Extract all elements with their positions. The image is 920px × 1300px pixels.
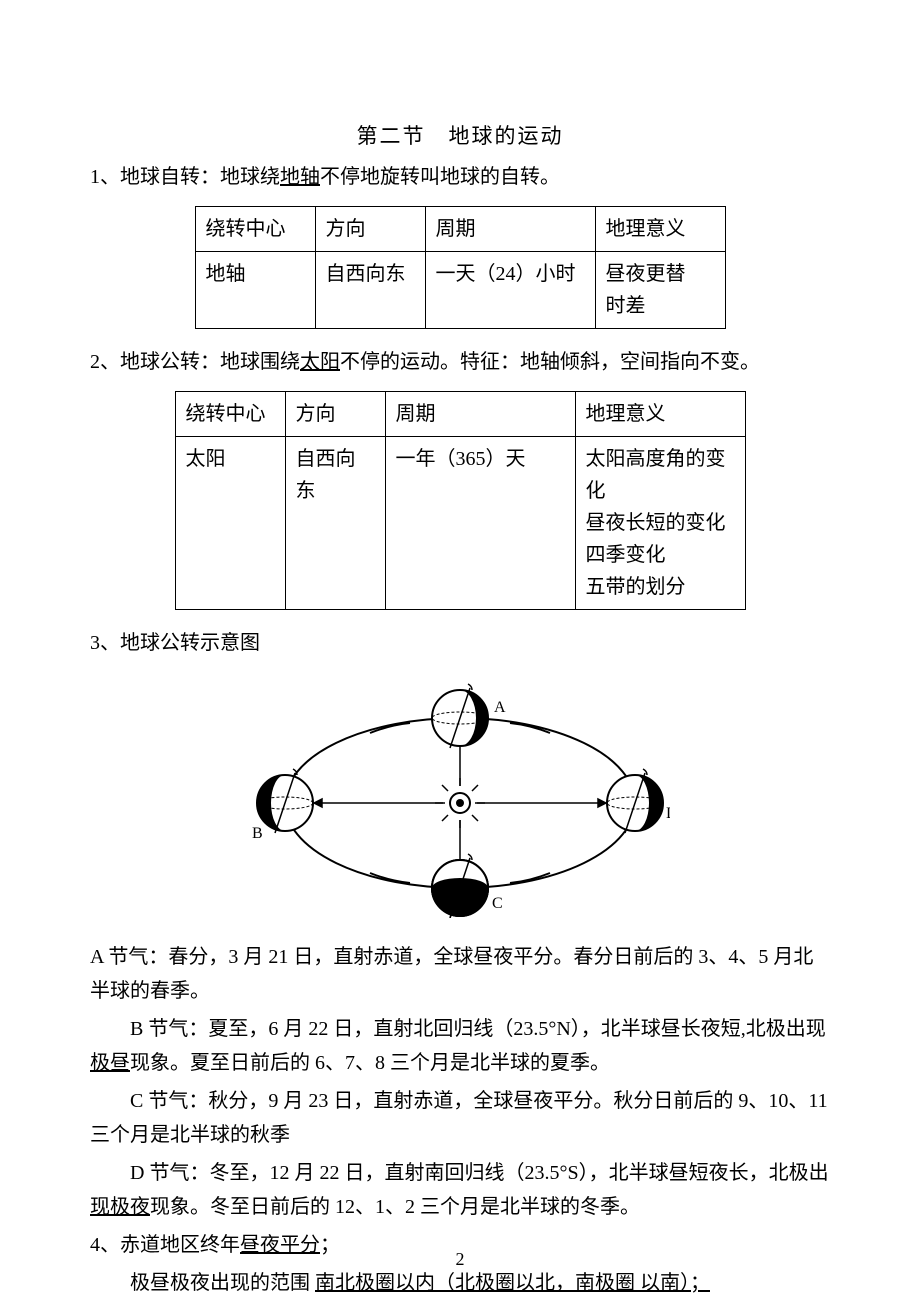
label-c: C (492, 895, 503, 912)
page-number: 2 (0, 1249, 920, 1270)
td-direction: 自西向东 (285, 437, 385, 610)
p2-rest: 不停的运动。特征：地轴倾斜，空间指向不变。 (340, 351, 760, 373)
p4b-u1: 南北极圈以内（北极圈以北，南极圈 以南）； (315, 1272, 710, 1294)
p4b-l1: 极昼极夜出现的范围 (130, 1272, 315, 1294)
td-center: 地轴 (195, 252, 315, 329)
th-meaning: 地理意义 (575, 392, 745, 437)
revolution-table: 绕转中心 方向 周期 地理意义 太阳 自西向东 一年（365）天 太阳高度角的变… (175, 391, 746, 610)
p1-rest: 不停地旋转叫地球的自转。 (320, 166, 560, 188)
sd-l1: D 节气：冬至，12 月 22 日，直射南回归线（23.5°S），北半球昼短夜长… (130, 1162, 829, 1184)
label-a: A (494, 699, 506, 716)
p1-text: 地球自转：地球绕 (120, 166, 280, 188)
p2-underline: 太阳 (300, 351, 340, 373)
th-period: 周期 (385, 392, 575, 437)
th-meaning: 地理意义 (595, 207, 725, 252)
td-meaning: 太阳高度角的变化 昼夜长短的变化 四季变化 五带的划分 (575, 437, 745, 610)
paragraph-4b: 极昼极夜出现的范围 南北极圈以内（北极圈以北，南极圈 以南）； (90, 1266, 830, 1300)
p1-num: 1、 (90, 166, 120, 188)
table-row: 绕转中心 方向 周期 地理意义 (195, 207, 725, 252)
th-period: 周期 (425, 207, 595, 252)
td-meaning: 昼夜更替 时差 (595, 252, 725, 329)
sd-u: 现极夜 (90, 1196, 150, 1218)
table-row: 地轴 自西向东 一天（24）小时 昼夜更替 时差 (195, 252, 725, 329)
paragraph-1: 1、地球自转：地球绕地轴不停地旋转叫地球的自转。 (90, 160, 830, 194)
th-center: 绕转中心 (175, 392, 285, 437)
paragraph-2: 2、地球公转：地球围绕太阳不停的运动。特征：地轴倾斜，空间指向不变。 (90, 345, 830, 379)
season-d: D 节气：冬至，12 月 22 日，直射南回归线（23.5°S），北半球昼短夜长… (90, 1156, 830, 1224)
p2-text: 地球公转：地球围绕 (120, 351, 300, 373)
p2-num: 2、 (90, 351, 120, 373)
rotation-table: 绕转中心 方向 周期 地理意义 地轴 自西向东 一天（24）小时 昼夜更替 时差 (195, 206, 726, 329)
p1-underline: 地轴 (280, 166, 320, 188)
td-period: 一天（24）小时 (425, 252, 595, 329)
orbit-diagram: A B C (250, 678, 670, 918)
section-title: 第二节 地球的运动 (90, 120, 830, 150)
sb-l2: 现象。夏至日前后的 6、7、8 三个月是北半球的夏季。 (130, 1052, 610, 1074)
th-direction: 方向 (315, 207, 425, 252)
paragraph-3: 3、地球公转示意图 (90, 626, 830, 660)
sb-l1: B 节气：夏至，6 月 22 日，直射北回归线（23.5°N），北半球昼长夜短,… (130, 1018, 826, 1040)
season-a: A 节气：春分，3 月 21 日，直射赤道，全球昼夜平分。春分日前后的 3、4、… (90, 940, 830, 1008)
earth-d (607, 769, 663, 833)
orbit-diagram-container: A B C (90, 678, 830, 918)
earth-b (257, 769, 313, 833)
th-direction: 方向 (285, 392, 385, 437)
table-row: 绕转中心 方向 周期 地理意义 (175, 392, 745, 437)
season-b: B 节气：夏至，6 月 22 日，直射北回归线（23.5°N），北半球昼长夜短,… (90, 1012, 830, 1080)
td-direction: 自西向东 (315, 252, 425, 329)
label-b: B (252, 825, 263, 842)
td-period: 一年（365）天 (385, 437, 575, 610)
label-d: D (666, 805, 670, 822)
earth-c-shade (432, 858, 488, 918)
table-row: 太阳 自西向东 一年（365）天 太阳高度角的变化 昼夜长短的变化 四季变化 五… (175, 437, 745, 610)
earth-a (432, 684, 488, 748)
season-c: C 节气：秋分，9 月 23 日，直射赤道，全球昼夜平分。秋分日前后的 9、10… (90, 1084, 830, 1152)
th-center: 绕转中心 (195, 207, 315, 252)
td-center: 太阳 (175, 437, 285, 610)
sd-l2: 现象。冬至日前后的 12、1、2 三个月是北半球的冬季。 (150, 1196, 640, 1218)
sb-u: 极昼 (90, 1052, 130, 1074)
